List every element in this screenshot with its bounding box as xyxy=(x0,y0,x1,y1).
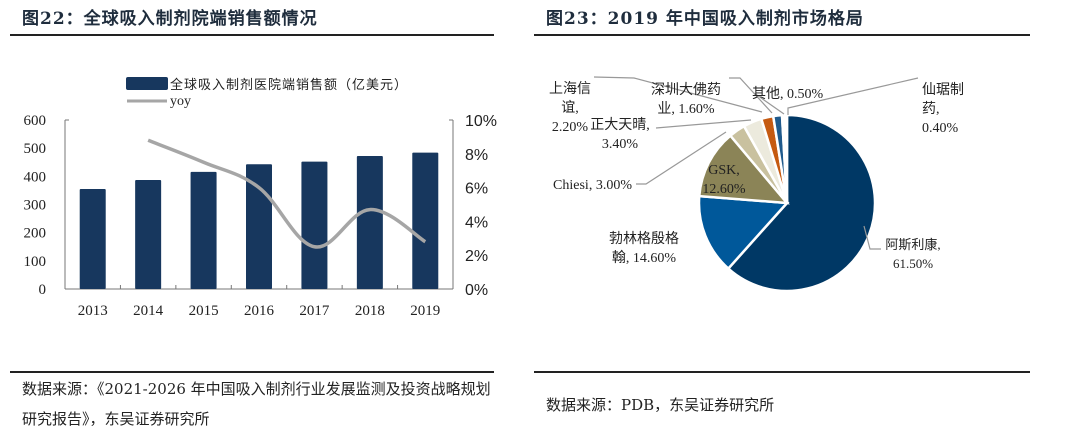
right-source-rule xyxy=(534,371,1030,373)
right-y-tick-label: 2% xyxy=(465,248,488,265)
pie-label-shanghai: 2.20% xyxy=(552,120,589,135)
right-figure-title: 图23：2019 年中国吸入制剂市场格局 xyxy=(546,9,864,29)
leader-line-other xyxy=(753,92,785,115)
sales-bar-line-chart: 0 100 200 300 400 500 600 0% 2% 4% 6% 8% 10% 2013 2014… xyxy=(24,77,497,319)
leader-line-shenzhen xyxy=(729,77,773,114)
leader-line-xianju xyxy=(787,77,919,115)
bar-2017 xyxy=(301,161,328,289)
right-y-tick-label: 0% xyxy=(465,282,488,299)
left-y-tick-label: 0 xyxy=(39,282,47,298)
legend-label-yoy: yoy xyxy=(170,94,191,109)
leader-line-shanghai xyxy=(593,76,763,113)
left-y-tick-label: 200 xyxy=(24,226,47,242)
right-y-tick-label: 10% xyxy=(465,113,497,130)
pie-label-shanghai: 上海信 xyxy=(549,81,591,97)
right-y-tick-label: 8% xyxy=(465,147,488,164)
x-tick-label: 2015 xyxy=(189,303,219,319)
right-title-rule xyxy=(534,34,1030,36)
bar-2019 xyxy=(412,152,439,289)
pie-slice-0 xyxy=(726,113,877,293)
pie-label-zhengda: 3.40% xyxy=(602,137,639,152)
right-y-tick-label: 4% xyxy=(465,214,488,231)
yoy-line xyxy=(147,138,427,249)
leader-line-chiesi xyxy=(636,131,727,185)
x-tick-label: 2019 xyxy=(410,303,440,319)
left-title-rule xyxy=(10,34,494,36)
bar-2015 xyxy=(190,171,217,289)
pie-label-boehringer: 翰, 14.60% xyxy=(612,250,676,266)
bar-2014 xyxy=(135,179,162,289)
pie-label-boehringer: 勃林格殷格 xyxy=(609,231,679,247)
left-y-tick-label: 400 xyxy=(24,169,47,185)
left-source-note: 数据来源：《2021-2026 年中国吸入制剂行业发展监测及投资战略规划研究报告… xyxy=(22,380,491,428)
right-y-tick-label: 6% xyxy=(465,181,488,198)
pie-slice-8 xyxy=(783,113,789,204)
right-source-note: 数据来源：PDB，东吴证券研究所 xyxy=(546,396,775,414)
leader-line-zhengda xyxy=(655,119,752,129)
left-y-tick-label: 100 xyxy=(24,254,47,270)
left-y-tick-label: 600 xyxy=(24,113,47,129)
pie-label-shenzhen: 深圳大佛药 xyxy=(651,82,721,98)
left-y-tick-label: 300 xyxy=(24,198,47,214)
pie-label-zhengda: 正大天晴, xyxy=(590,117,650,133)
pie-label-shanghai: 谊, xyxy=(561,100,579,116)
x-tick-label: 2014 xyxy=(133,303,164,319)
left-source-rule xyxy=(10,371,494,373)
legend-swatch-sales xyxy=(126,77,168,90)
pie-label-astrazeneca: 阿斯利康, xyxy=(885,237,940,252)
pie-label-xianju: 仙琚制 xyxy=(922,82,964,98)
pie-label-gsk: GSK, xyxy=(708,163,740,178)
pie-slice-2 xyxy=(697,133,790,205)
pie-label-astrazeneca: 61.50% xyxy=(893,256,933,271)
left-figure-title: 图22：全球吸入制剂院端销售额情况 xyxy=(22,9,318,29)
x-tick-label: 2018 xyxy=(355,303,385,319)
x-tick-label: 2013 xyxy=(78,303,108,319)
pie-label-shenzhen: 业, 1.60% xyxy=(657,101,714,117)
x-tick-label: 2016 xyxy=(244,303,275,319)
x-tick-label: 2017 xyxy=(299,303,330,319)
pie-label-xianju: 药, xyxy=(922,101,940,117)
pie-slice-1 xyxy=(697,194,790,271)
legend-label-sales: 全球吸入制剂医院端销售额（亿美元） xyxy=(170,77,408,92)
leader-line-astrazeneca xyxy=(863,225,881,250)
pie-label-gsk: 12.60% xyxy=(702,182,746,197)
bar-2013 xyxy=(79,189,106,289)
pie-label-xianju: 0.40% xyxy=(922,121,959,136)
bar-2018 xyxy=(356,156,383,289)
pie-label-chiesi: Chiesi, 3.00% xyxy=(553,178,632,193)
pie-label-other: 其他, 0.50% xyxy=(752,86,823,102)
left-y-tick-label: 500 xyxy=(24,141,47,157)
